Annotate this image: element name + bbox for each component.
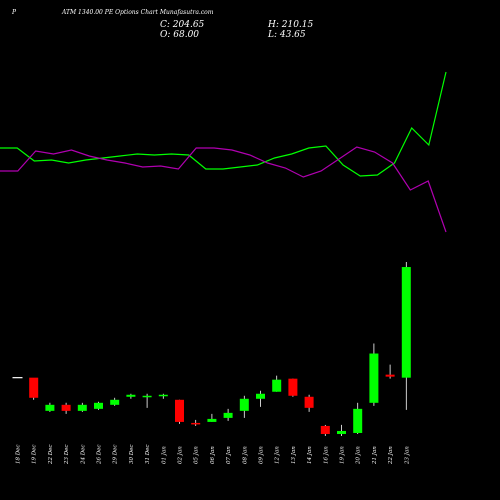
date-tick-label: 06 Jan — [210, 446, 216, 464]
candle-body — [320, 425, 330, 434]
date-tick-label: 01 Jan — [161, 446, 167, 464]
date-tick-label: 02 Jan — [178, 446, 184, 464]
indicator-line-2 — [0, 146, 447, 233]
candle-body — [401, 267, 411, 378]
chart-title: ATM 1340.00 PE Options Chart Munafasutra… — [62, 9, 214, 16]
candle-body — [272, 379, 282, 392]
date-tick-label: 22 Jan — [388, 446, 394, 465]
low-value: L: 43.65 — [268, 30, 306, 40]
candle-body — [353, 408, 363, 433]
indicator-line-1 — [0, 71, 447, 177]
candle-body — [369, 353, 379, 403]
date-tick-label: 09 Jan — [259, 446, 265, 464]
candle-body — [94, 402, 103, 409]
date-tick-label: 13 Jan — [291, 446, 297, 464]
date-tick-label: 12 Jan — [275, 446, 281, 464]
date-tick-label: 21 Jan — [372, 446, 378, 465]
date-tick-label: 07 Jan — [226, 446, 232, 464]
date-tick-label: 23 Jan — [404, 446, 410, 465]
date-tick-label: 26 Dec — [97, 445, 103, 466]
candle-body — [142, 395, 152, 398]
symbol-label: P — [12, 9, 17, 16]
candle-body — [29, 377, 39, 398]
date-tick-label: 14 Jan — [307, 446, 313, 464]
candle-body — [191, 422, 201, 425]
date-tick-label: 29 Dec — [113, 445, 119, 466]
candle-body — [110, 399, 120, 405]
candle-body — [77, 404, 87, 411]
date-tick-label: 31 Dec — [145, 445, 151, 465]
open-value: O: 68.00 — [160, 30, 200, 40]
candle-body — [223, 412, 233, 418]
date-tick-label: 05 Jan — [194, 446, 200, 464]
date-tick-label: 19 Dec — [32, 445, 38, 465]
candle-body — [385, 374, 395, 377]
date-tick-label: 22 Dec — [48, 445, 54, 466]
candle-body — [239, 398, 249, 411]
candle-body — [61, 404, 71, 411]
date-tick-label: 19 Jan — [340, 446, 346, 464]
candle-body — [175, 399, 184, 422]
candle-body — [158, 394, 168, 397]
close-value: C: 204.65 — [160, 20, 205, 30]
date-tick-label: 18 Dec — [16, 445, 22, 465]
date-tick-label: 08 Jan — [242, 446, 248, 464]
date-tick-label: 23 Dec — [64, 445, 70, 466]
date-tick-label: 30 Dec — [129, 445, 135, 465]
candle-body — [288, 378, 298, 396]
candle-body — [45, 404, 55, 411]
high-value: H: 210.15 — [268, 20, 314, 30]
candle-body — [126, 394, 136, 397]
date-tick-label: 16 Jan — [323, 446, 329, 464]
candle-body — [304, 396, 314, 408]
candle-body — [337, 430, 346, 434]
date-tick-label: 24 Dec — [80, 445, 86, 466]
candle-body — [207, 418, 217, 422]
date-tick-label: 20 Jan — [356, 446, 362, 465]
candle-body — [256, 393, 265, 399]
